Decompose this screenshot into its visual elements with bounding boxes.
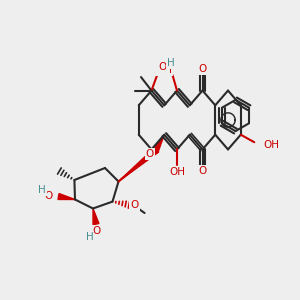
Text: O: O <box>45 191 53 201</box>
Text: O: O <box>146 148 154 159</box>
Text: O: O <box>130 200 139 210</box>
Polygon shape <box>58 194 75 200</box>
Polygon shape <box>153 135 164 153</box>
Text: O: O <box>92 226 101 236</box>
Text: O: O <box>198 166 207 176</box>
Text: O: O <box>158 62 166 73</box>
Text: OH: OH <box>263 140 279 150</box>
Polygon shape <box>93 208 99 225</box>
Text: H: H <box>167 58 175 68</box>
Text: OH: OH <box>169 167 185 177</box>
Text: O: O <box>198 64 207 74</box>
Text: H: H <box>38 185 46 195</box>
Polygon shape <box>118 147 159 182</box>
Text: OH: OH <box>156 64 172 75</box>
Text: H: H <box>85 232 93 242</box>
